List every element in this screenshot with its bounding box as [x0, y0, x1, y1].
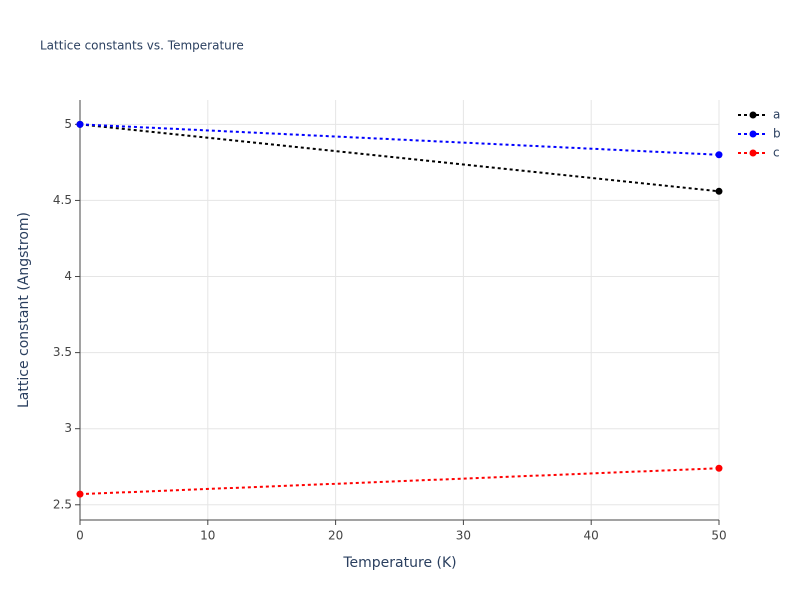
point — [715, 187, 723, 195]
x-tick-label: 40 — [584, 529, 599, 543]
legend-label: c — [773, 146, 780, 160]
legend-label: a — [773, 108, 780, 122]
legend-marker — [749, 149, 757, 157]
y-tick-label: 4.5 — [53, 193, 72, 207]
x-tick-label: 50 — [711, 529, 726, 543]
legend-marker — [749, 111, 757, 119]
x-tick-label: 30 — [456, 529, 471, 543]
point — [76, 490, 84, 498]
series-line — [79, 123, 720, 156]
y-tick-label: 4 — [64, 269, 72, 283]
series-line — [79, 467, 720, 496]
point — [76, 120, 84, 128]
y-tick-label: 3 — [64, 421, 72, 435]
y-axis-label: Lattice constant (Angstrom) — [16, 212, 32, 408]
point — [715, 464, 723, 472]
legend-label: b — [773, 127, 781, 141]
x-tick-label: 0 — [76, 529, 84, 543]
legend-marker — [749, 130, 757, 138]
point — [715, 151, 723, 159]
x-tick-label: 10 — [200, 529, 215, 543]
chart-title: Lattice constants vs. Temperature — [40, 39, 244, 53]
series-line — [79, 123, 720, 193]
x-axis-label: Temperature (K) — [342, 555, 456, 571]
y-tick-label: 5 — [64, 117, 72, 131]
x-tick-label: 20 — [328, 529, 343, 543]
y-tick-label: 3.5 — [53, 345, 72, 359]
y-tick-label: 2.5 — [53, 497, 72, 511]
